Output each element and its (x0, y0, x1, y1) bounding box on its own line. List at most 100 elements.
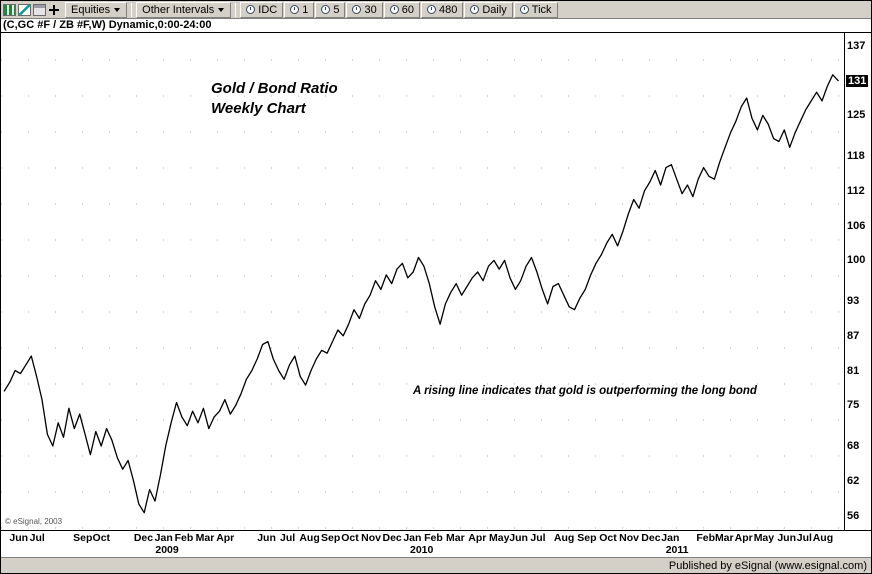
x-tick-label: Aug (812, 532, 834, 544)
toolbar: Equities Other Intervals IDC 1 5 30 60 480 Dai… (1, 1, 871, 19)
x-tick-label: Mar (714, 532, 734, 544)
symbol-bar: (C,GC #F / ZB #F,W) Dynamic,0:00-24:00 (1, 19, 871, 33)
x-tick-label: Aug (299, 532, 320, 544)
y-tick-label: 100 (847, 254, 866, 267)
x-tick-label: Mar (195, 532, 215, 544)
y-tick-label: 75 (847, 399, 860, 412)
price-line-svg (3, 74, 839, 514)
y-tick-label: 137 (847, 39, 866, 52)
interval-button-480[interactable]: 480 (420, 1, 464, 18)
symbol-text: (C,GC #F / ZB #F,W) Dynamic,0:00-24:00 (3, 19, 212, 31)
x-tick-label: Aug (553, 532, 575, 544)
y-tick-label: 112 (847, 184, 865, 197)
x-tick-label: Jul (29, 532, 45, 544)
x-tick-label: Jun (9, 532, 29, 544)
chart-annotation: A rising line indicates that gold is out… (413, 385, 757, 397)
x-tick-label: Jan (154, 532, 173, 544)
chart-heading: Gold / Bond Ratio Weekly Chart (211, 79, 338, 119)
y-tick-label: 68 (847, 439, 860, 452)
interval-button-label: Daily (482, 3, 507, 16)
clock-icon (321, 5, 331, 14)
price-line (3, 74, 839, 514)
x-tick-label: Feb (696, 532, 716, 544)
toolbar-separator (131, 2, 133, 17)
x-tick-label: Apr (468, 532, 487, 544)
clock-icon (352, 5, 362, 14)
other-intervals-dropdown[interactable]: Other Intervals (136, 1, 232, 18)
x-tick-label: Oct (599, 532, 617, 544)
y-tick-label: 56 (847, 509, 860, 522)
toolbar-left-icons (3, 3, 61, 16)
chart-heading-line1: Gold / Bond Ratio (211, 80, 338, 97)
chevron-down-icon (114, 7, 121, 12)
interval-button-daily[interactable]: Daily (464, 1, 513, 18)
last-price-label: 131 (846, 74, 869, 87)
x-tick-label: Jan (403, 532, 422, 544)
chart-plot-area[interactable]: Gold / Bond Ratio Weekly Chart A rising … (1, 33, 844, 530)
copyright-text: © eSignal, 2003 (5, 517, 63, 526)
plus-crosshair-icon[interactable] (48, 4, 61, 16)
clock-icon (389, 5, 399, 14)
year-tick-label: 2010 (409, 544, 434, 556)
chart-row: Gold / Bond Ratio Weekly Chart A rising … (1, 33, 871, 530)
teal-line-chart-icon[interactable] (18, 3, 31, 16)
interval-button-label: IDC (258, 3, 278, 16)
x-tick-label: Oct (92, 532, 111, 544)
interval-button-30[interactable]: 30 (346, 1, 383, 18)
green-bars-chart-icon[interactable] (3, 3, 16, 16)
equities-dropdown[interactable]: Equities (65, 1, 128, 18)
interval-button-60[interactable]: 60 (383, 1, 420, 18)
interval-button-5[interactable]: 5 (315, 1, 346, 18)
chart-heading-line2: Weekly Chart (211, 100, 306, 117)
y-tick-label: 125 (847, 109, 866, 122)
x-tick-label: Mar (446, 532, 465, 544)
y-tick-label: 93 (847, 294, 860, 307)
x-tick-label: Sep (577, 532, 597, 544)
x-tick-label: Nov (361, 532, 381, 544)
y-tick-label: 106 (847, 219, 866, 232)
interval-button-label: Tick (531, 3, 552, 16)
interval-button-1[interactable]: 1 (284, 1, 315, 18)
data-source-icon (246, 5, 256, 14)
interval-button-label: 60 (401, 3, 414, 16)
x-axis: Jun Jul Sep Oct Dec Jan Feb Mar Apr Jun Jul Aug Sep O… (1, 530, 871, 557)
x-tick-label: Dec (641, 532, 661, 544)
x-tick-label: Dec (133, 532, 154, 544)
status-bar: Published by eSignal (www.esignal.com) (1, 557, 871, 573)
interval-button-label: 480 (438, 3, 458, 16)
published-text: Published by eSignal (www.esignal.com) (668, 559, 867, 572)
other-intervals-dropdown-label: Other Intervals (142, 3, 215, 16)
x-tick-label: Jul (530, 532, 546, 544)
x-tick-label: Nov (619, 532, 639, 544)
print-icon[interactable] (33, 3, 46, 16)
toolbar-intervals: IDC 1 5 30 60 480 Daily Tick (240, 1, 558, 18)
toolbar-separator (235, 2, 237, 17)
x-tick-label: Oct (341, 532, 359, 544)
interval-button-label: 30 (364, 3, 377, 16)
x-tick-label: Jan (661, 532, 680, 544)
interval-button-label: 5 (333, 3, 340, 16)
x-tick-label: Apr (734, 532, 753, 544)
equities-dropdown-label: Equities (71, 3, 111, 16)
y-axis: 137 131 125 118 112 106 100 93 87 81 75 68 62 56 (844, 33, 871, 530)
chevron-down-icon (218, 7, 225, 12)
interval-button-tick[interactable]: Tick (513, 1, 558, 18)
y-tick-label: 118 (847, 149, 865, 162)
clock-icon (290, 5, 300, 14)
x-tick-label: Sep (73, 532, 93, 544)
year-tick-label: 2009 (155, 544, 179, 556)
x-tick-label: Jun (257, 532, 276, 544)
year-tick-label: 2011 (665, 544, 689, 556)
x-tick-label: Sep (320, 532, 341, 544)
clock-icon (470, 5, 480, 14)
x-tick-label: Dec (382, 532, 402, 544)
x-tick-label: May (488, 532, 510, 544)
x-tick-label: Feb (424, 532, 443, 544)
clock-icon (519, 5, 529, 14)
clock-icon (426, 5, 436, 14)
x-tick-label: Apr (216, 532, 235, 544)
interval-button-label: 1 (302, 3, 309, 16)
interval-button-idc[interactable]: IDC (240, 1, 284, 18)
x-tick-label: May (753, 532, 775, 544)
